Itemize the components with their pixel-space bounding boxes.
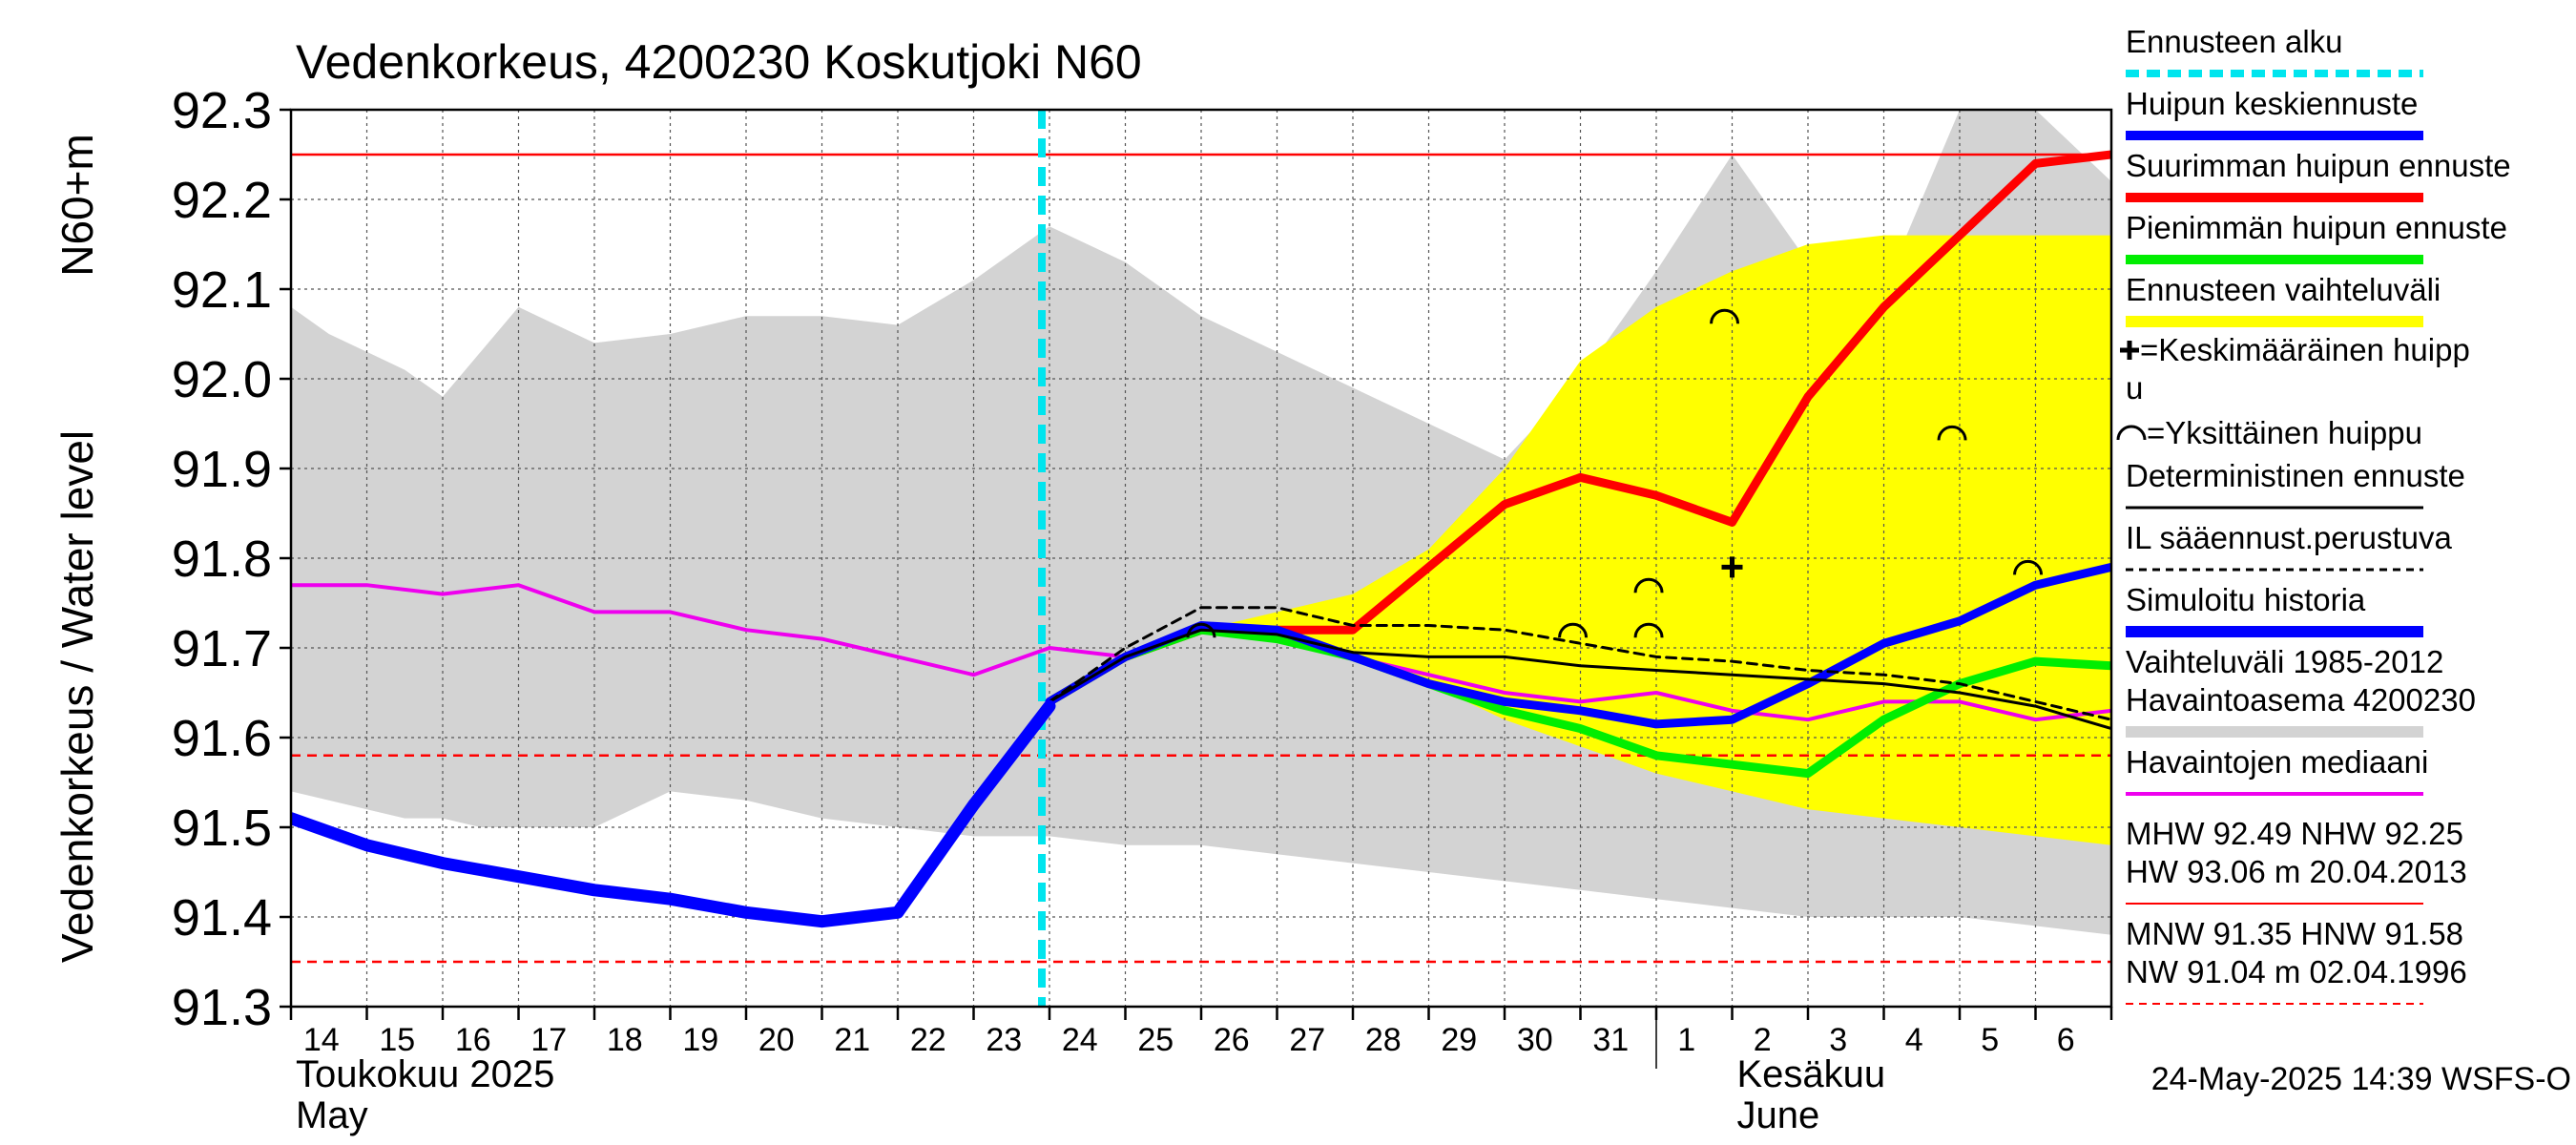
legend-label-secondary: u	[2126, 370, 2143, 406]
y-tick-label: 92.1	[172, 261, 272, 319]
legend-item: Ennusteen vaihteluväli	[2126, 272, 2441, 327]
x-tick-label: 26	[1214, 1022, 1250, 1058]
x-tick-label: 19	[682, 1022, 718, 1058]
y-tick-label: 91.8	[172, 531, 272, 588]
legend-label: MHW 92.49 NHW 92.25	[2126, 816, 2463, 851]
single-peak-marker	[2013, 559, 2044, 575]
legend-label: Ennusteen vaihteluväli	[2126, 272, 2441, 307]
y-axis-label-main: Vedenkorkeus / Water level	[52, 430, 102, 963]
y-tick-label: 91.9	[172, 441, 272, 498]
x-tick-label: 14	[303, 1022, 340, 1058]
x-tick-label: 28	[1365, 1022, 1402, 1058]
legend-item: Simuloitu historia	[2126, 582, 2423, 637]
legend-label: IL sääennust.perustuva	[2126, 520, 2452, 555]
x-tick-label: 17	[530, 1022, 567, 1058]
legend-label: Vaihteluväli 1985-2012	[2126, 644, 2443, 679]
legend-cross-icon	[2120, 341, 2139, 360]
legend-item: Ennusteen alku	[2126, 24, 2423, 77]
month-label-en: May	[296, 1094, 368, 1136]
legend: Ennusteen alku Huipun keskiennuste Suurimm…	[2116, 24, 2511, 1005]
x-tick-label: 3	[1829, 1022, 1847, 1058]
x-tick-label: 16	[455, 1022, 491, 1058]
legend-item: =Yksittäinen huippu	[2116, 415, 2422, 450]
x-tick-label: 31	[1592, 1022, 1629, 1058]
x-tick-label: 6	[2057, 1022, 2075, 1058]
legend-arc-icon	[2116, 425, 2147, 441]
legend-label: =Yksittäinen huippu	[2147, 415, 2422, 450]
legend-label: Deterministinen ennuste	[2126, 458, 2465, 493]
plot-area	[291, 110, 2111, 1007]
x-tick-label: 21	[834, 1022, 870, 1058]
legend-label: MNW 91.35 HNW 91.58	[2126, 916, 2463, 951]
y-tick-label: 91.7	[172, 620, 272, 677]
legend-item: Huipun keskiennuste	[2126, 86, 2423, 140]
grid	[291, 110, 2111, 1007]
y-tick-label: 91.4	[172, 889, 272, 947]
legend-label: Huipun keskiennuste	[2126, 86, 2418, 121]
legend-label: Simuloitu historia	[2126, 582, 2366, 617]
y-tick-label: 92.2	[172, 172, 272, 229]
legend-item: Suurimman huipun ennuste	[2126, 148, 2511, 202]
single-peak-marker	[1186, 622, 1216, 638]
series-line-sim	[291, 699, 1056, 928]
axes: 91.3 91.4 91.5 91.6 91.7 91.8 91.9 92.0 92.1 92.2…	[172, 82, 2113, 1136]
forecast-range-band	[1049, 235, 2111, 845]
single-peak-marker	[1633, 622, 1664, 638]
x-tick-label: 29	[1441, 1022, 1477, 1058]
series-group	[291, 150, 2111, 928]
month-label-en: June	[1737, 1094, 1820, 1136]
single-peak-marker	[1558, 622, 1589, 638]
x-tick-label: 22	[910, 1022, 946, 1058]
series-line-il	[1048, 606, 2111, 721]
legend-label-secondary: HW 93.06 m 20.04.2013	[2126, 854, 2467, 889]
y-tick-label: 92.0	[172, 351, 272, 408]
single-peak-marker	[1710, 308, 1740, 324]
x-tick-label: 5	[1981, 1022, 1999, 1058]
legend-item: Pienimmän huipun ennuste	[2126, 210, 2507, 264]
legend-label: Ennusteen alku	[2126, 24, 2343, 59]
timestamp: 24-May-2025 14:39 WSFS-O	[2151, 1061, 2571, 1097]
legend-label: Pienimmän huipun ennuste	[2126, 210, 2507, 245]
y-tick-label: 91.3	[172, 979, 272, 1036]
legend-label: Havaintojen mediaani	[2126, 744, 2428, 780]
x-tick-label: 15	[379, 1022, 415, 1058]
x-tick-label: 1	[1677, 1022, 1695, 1058]
y-tick-label: 91.6	[172, 710, 272, 767]
single-peak-marker	[1937, 425, 1967, 441]
x-tick-label: 27	[1289, 1022, 1325, 1058]
x-tick-label: 20	[758, 1022, 795, 1058]
series-line-det	[1048, 628, 2111, 731]
legend-item: IL sääennust.perustuva	[2126, 520, 2452, 572]
x-tick-label: 24	[1062, 1022, 1098, 1058]
legend-label-secondary: Havaintoasema 4200230	[2126, 682, 2476, 718]
month-label-fi: Kesäkuu	[1737, 1053, 1886, 1095]
legend-item: =Keskimääräinen huippu	[2120, 332, 2470, 406]
legend-label: Suurimman huipun ennuste	[2126, 148, 2511, 183]
single-peak-marker	[1633, 577, 1664, 593]
y-tick-label: 92.3	[172, 82, 272, 139]
x-tick-label: 30	[1517, 1022, 1553, 1058]
x-tick-label: 2	[1754, 1022, 1772, 1058]
x-tick-label: 25	[1137, 1022, 1174, 1058]
legend-item: Deterministinen ennuste	[2126, 458, 2465, 510]
x-tick-label: 4	[1905, 1022, 1923, 1058]
legend-label: =Keskimääräinen huipp	[2140, 332, 2470, 367]
x-tick-label: 18	[607, 1022, 643, 1058]
month-label-fi: Toukokuu 2025	[296, 1053, 554, 1095]
legend-label-secondary: NW 91.04 m 02.04.1996	[2126, 954, 2467, 989]
x-tick-label: 23	[986, 1022, 1022, 1058]
legend-item: Havaintojen mediaani	[2126, 744, 2428, 796]
y-axis-label-unit: N60+m	[52, 134, 102, 277]
y-tick-label: 91.5	[172, 800, 272, 857]
series-line-mean	[1045, 562, 2111, 729]
mean-peak-marker	[1721, 556, 1743, 578]
chart-title: Vedenkorkeus, 4200230 Koskutjoki N60	[296, 35, 1142, 89]
series-line-min	[1045, 625, 2111, 779]
legend-item: Vaihteluväli 1985-2012 Havaintoasema 420…	[2126, 644, 2476, 738]
y-axis-title: Vedenkorkeus / Water level N60+m	[52, 134, 102, 963]
